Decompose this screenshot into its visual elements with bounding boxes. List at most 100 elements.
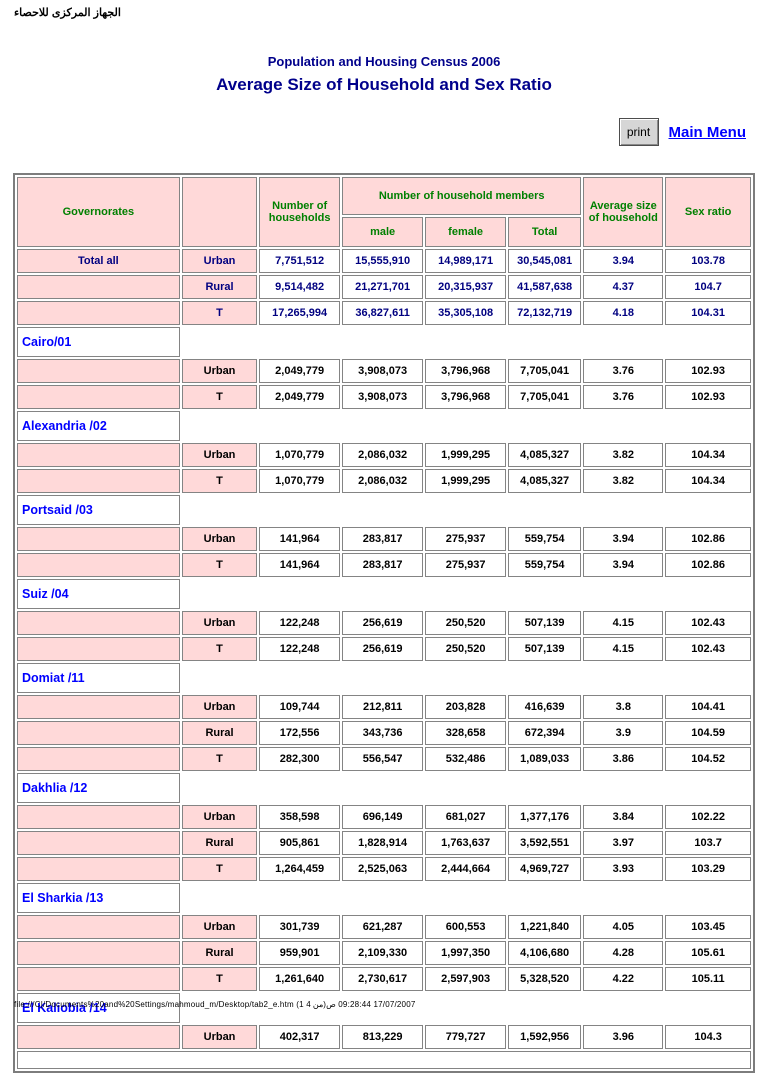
- area-type-cell: Urban: [181, 1025, 258, 1049]
- avg-size-cell: 3.93: [583, 857, 664, 881]
- sex-ratio-cell: 102.93: [665, 359, 751, 383]
- avg-size-cell: 3.84: [583, 805, 664, 829]
- male-cell: 2,109,330: [341, 941, 424, 965]
- data-row: T 2,049,779 3,908,073 3,796,968 7,705,041 3.7…: [17, 385, 751, 409]
- avg-size-cell: 3.8: [583, 695, 664, 719]
- avg-size-cell: 3.94: [583, 249, 664, 273]
- main-menu-link[interactable]: Main Menu: [668, 123, 747, 141]
- sex-ratio-cell: 104.34: [665, 443, 751, 467]
- sex-ratio-cell: 105.11: [665, 967, 751, 991]
- area-type-cell: Urban: [181, 695, 258, 719]
- avg-size-cell: 3.76: [583, 385, 664, 409]
- male-cell: 2,086,032: [341, 443, 424, 467]
- page-title: Average Size of Household and Sex Ratio: [216, 75, 552, 94]
- col-header-sex-ratio: Sex ratio: [665, 177, 751, 247]
- female-cell: 20,315,937: [425, 275, 506, 299]
- governorate-row-filler: [181, 993, 751, 1023]
- actions-bar: print Main Menu: [618, 118, 747, 146]
- agency-name-arabic: الجهاز المركزى للاحصاء: [14, 7, 121, 19]
- empty-left-cell: [17, 385, 180, 409]
- female-cell: 1,999,295: [425, 443, 506, 467]
- total-cell: 559,754: [507, 527, 582, 551]
- households-cell: 282,300: [259, 747, 340, 771]
- total-cell: 559,754: [507, 553, 582, 577]
- sex-ratio-cell: 103.78: [665, 249, 751, 273]
- avg-size-cell: 3.97: [583, 831, 664, 855]
- empty-left-cell: [17, 275, 180, 299]
- col-header-area-type: [181, 177, 258, 247]
- data-row: Urban 122,248 256,619 250,520 507,139 4.15 102…: [17, 611, 751, 635]
- data-row: Rural 905,861 1,828,914 1,763,637 3,592,551 3…: [17, 831, 751, 855]
- data-row: Total all Urban 7,751,512 15,555,910 14,989,…: [17, 249, 751, 273]
- empty-left-cell: [17, 695, 180, 719]
- census-subtitle: Population and Housing Census 2006: [267, 54, 501, 69]
- empty-left-cell: [17, 857, 180, 881]
- governorate-name-row: El Sharkia /13: [17, 883, 751, 913]
- data-row: Rural 9,514,482 21,271,701 20,315,937 41,587…: [17, 275, 751, 299]
- avg-size-cell: 4.15: [583, 611, 664, 635]
- households-cell: 122,248: [259, 637, 340, 661]
- data-row: T 122,248 256,619 250,520 507,139 4.15 102.43: [17, 637, 751, 661]
- male-cell: 696,149: [341, 805, 424, 829]
- governorate-row-filler: [181, 495, 751, 525]
- avg-size-cell: 4.18: [583, 301, 664, 325]
- governorate-row-filler: [181, 579, 751, 609]
- empty-left-cell: [17, 941, 180, 965]
- households-cell: 2,049,779: [259, 359, 340, 383]
- area-type-cell: Urban: [181, 611, 258, 635]
- empty-left-cell: [17, 469, 180, 493]
- data-row: Urban 301,739 621,287 600,553 1,221,840 4.05 1…: [17, 915, 751, 939]
- total-cell: 507,139: [507, 611, 582, 635]
- empty-left-cell: [17, 805, 180, 829]
- section-name-cell: Total all: [17, 249, 180, 273]
- avg-size-cell: 3.82: [583, 443, 664, 467]
- female-cell: 250,520: [425, 611, 506, 635]
- female-cell: 600,553: [425, 915, 506, 939]
- male-cell: 283,817: [341, 553, 424, 577]
- sex-ratio-cell: 104.41: [665, 695, 751, 719]
- table-bottom-spacer: [17, 1051, 751, 1069]
- header-row-1: Governorates Number of households Number…: [17, 177, 751, 247]
- data-row: Urban 402,317 813,229 779,727 1,592,956 3.96 1…: [17, 1025, 751, 1049]
- area-type-cell: Rural: [181, 941, 258, 965]
- total-cell: 7,705,041: [507, 359, 582, 383]
- governorate-name: Domiat /11: [17, 663, 180, 693]
- governorate-row-filler: [181, 773, 751, 803]
- area-type-cell: Urban: [181, 915, 258, 939]
- area-type-cell: Urban: [181, 527, 258, 551]
- empty-left-cell: [17, 301, 180, 325]
- sex-ratio-cell: 104.31: [665, 301, 751, 325]
- governorate-name: Dakhlia /12: [17, 773, 180, 803]
- sex-ratio-cell: 102.86: [665, 553, 751, 577]
- male-cell: 556,547: [341, 747, 424, 771]
- governorate-name-row: Suiz /04: [17, 579, 751, 609]
- col-header-governorates: Governorates: [17, 177, 180, 247]
- sex-ratio-cell: 104.7: [665, 275, 751, 299]
- governorate-name: Alexandria /02: [17, 411, 180, 441]
- area-type-cell: T: [181, 385, 258, 409]
- households-cell: 959,901: [259, 941, 340, 965]
- male-cell: 256,619: [341, 637, 424, 661]
- data-row: Urban 141,964 283,817 275,937 559,754 3.94 102…: [17, 527, 751, 551]
- total-cell: 4,106,680: [507, 941, 582, 965]
- avg-size-cell: 3.94: [583, 527, 664, 551]
- total-cell: 4,085,327: [507, 443, 582, 467]
- data-row: Rural 959,901 2,109,330 1,997,350 4,106,680 4…: [17, 941, 751, 965]
- area-type-cell: Urban: [181, 443, 258, 467]
- print-button[interactable]: print: [618, 118, 659, 146]
- households-cell: 1,264,459: [259, 857, 340, 881]
- empty-left-cell: [17, 1025, 180, 1049]
- total-cell: 3,592,551: [507, 831, 582, 855]
- area-type-cell: Rural: [181, 721, 258, 745]
- male-cell: 2,525,063: [341, 857, 424, 881]
- female-cell: 1,999,295: [425, 469, 506, 493]
- female-cell: 3,796,968: [425, 385, 506, 409]
- female-cell: 532,486: [425, 747, 506, 771]
- avg-size-cell: 4.05: [583, 915, 664, 939]
- avg-size-cell: 3.94: [583, 553, 664, 577]
- male-cell: 36,827,611: [341, 301, 424, 325]
- total-cell: 5,328,520: [507, 967, 582, 991]
- avg-size-cell: 3.96: [583, 1025, 664, 1049]
- governorate-name: El Kaliobia /14: [17, 993, 180, 1023]
- area-type-cell: T: [181, 553, 258, 577]
